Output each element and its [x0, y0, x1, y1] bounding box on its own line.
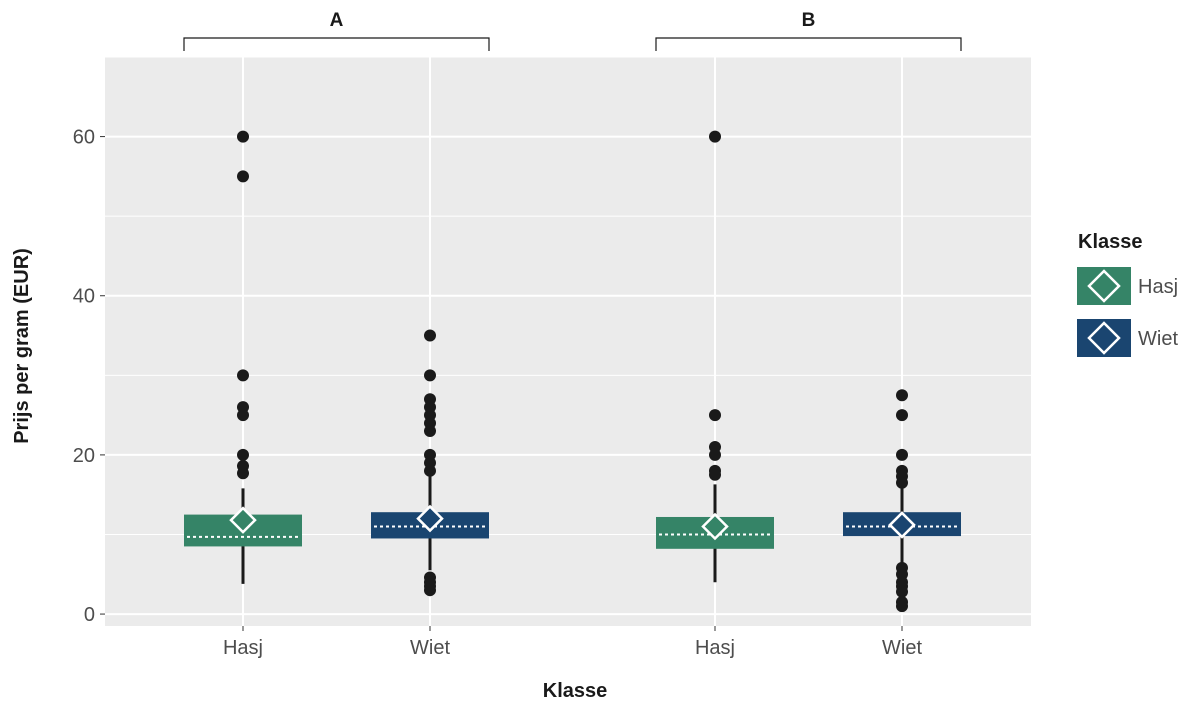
mean-marker: [888, 511, 916, 539]
outlier-point: [237, 448, 249, 461]
legend-item: Hasj: [1077, 267, 1178, 305]
x-tick-label: Hasj: [223, 637, 263, 659]
legend-label: Hasj: [1138, 276, 1178, 298]
y-tick-label: 20: [73, 445, 95, 467]
legend-item: Wiet: [1077, 319, 1178, 357]
outlier-point: [237, 170, 249, 183]
legend-label: Wiet: [1138, 328, 1178, 350]
x-axis-ticks: Hasj Wiet Hasj Wiet: [223, 626, 922, 659]
outlier-point: [237, 130, 249, 143]
outlier-point: [709, 409, 721, 422]
mean-marker: [701, 512, 729, 541]
facet-bracket: [183, 37, 490, 51]
outlier-point: [709, 468, 721, 481]
box-series: [184, 130, 961, 613]
legend-diamond-icon: [1087, 269, 1121, 303]
outlier-point: [237, 409, 249, 422]
outlier-point: [896, 476, 908, 489]
outlier-point: [424, 464, 436, 477]
box-group: [656, 130, 774, 583]
outlier-point: [424, 329, 436, 342]
y-tick-label: 40: [73, 286, 95, 308]
box-group: [184, 130, 302, 584]
x-tick-label: Wiet: [882, 637, 922, 659]
x-tick-label: Hasj: [695, 637, 735, 659]
outlier-point: [709, 448, 721, 461]
facet-label: A: [330, 10, 344, 31]
mean-marker: [229, 506, 257, 534]
outlier-point: [896, 600, 908, 613]
outlier-point: [424, 369, 436, 382]
legend-title: Klasse: [1078, 231, 1143, 253]
facet-bracket: [655, 37, 962, 51]
x-axis-title: Klasse: [543, 680, 608, 701]
y-tick-label: 0: [84, 604, 95, 626]
y-axis-title: Prijs per gram (EUR): [11, 248, 33, 444]
legend: Klasse Hasj Wiet: [1077, 231, 1178, 357]
y-axis-ticks: 0 20 40 60: [73, 127, 105, 626]
mean-marker: [416, 504, 444, 533]
outlier-point: [237, 369, 249, 382]
facet-label: B: [802, 10, 816, 31]
x-tick-label: Wiet: [410, 637, 450, 659]
outlier-point: [896, 585, 908, 598]
outlier-point: [896, 389, 908, 402]
legend-diamond-icon: [1087, 321, 1121, 355]
outlier-point: [896, 409, 908, 422]
outlier-point: [424, 425, 436, 438]
outlier-point: [896, 448, 908, 461]
outlier-point: [424, 584, 436, 597]
outlier-point: [709, 130, 721, 143]
outlier-point: [237, 467, 249, 480]
box-group: [843, 389, 961, 613]
y-tick-label: 60: [73, 127, 95, 149]
box-group: [371, 329, 489, 597]
